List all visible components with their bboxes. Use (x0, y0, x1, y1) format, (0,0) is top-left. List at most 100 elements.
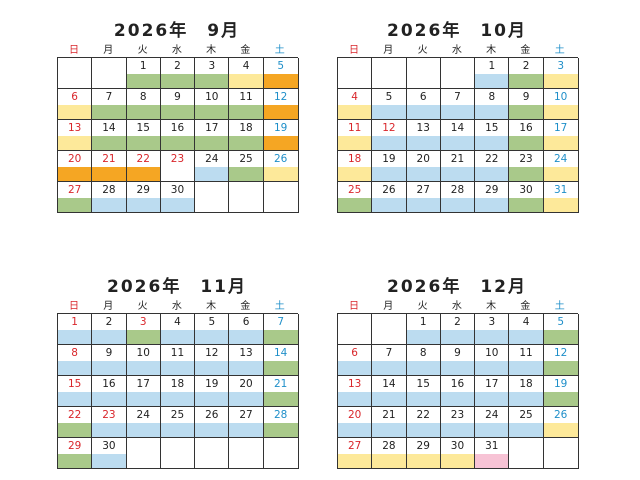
day-cell: 26 (263, 151, 299, 182)
schedule-strip (229, 136, 263, 150)
day-cell: 16 (509, 120, 544, 151)
day-cell: 4 (338, 89, 373, 120)
schedule-strip (126, 74, 160, 88)
day-cell: 17 (543, 120, 579, 151)
day-cell: 28 (372, 438, 407, 469)
day-cell: 3 (475, 314, 510, 345)
schedule-strip (440, 136, 475, 150)
schedule-strip (229, 167, 263, 181)
day-cell: 15 (406, 376, 441, 407)
schedule-strip (543, 105, 578, 119)
schedule-strip (509, 330, 543, 344)
day-number: 25 (239, 153, 253, 165)
day-cell: 27 (338, 438, 373, 469)
day-cell: 24 (543, 151, 579, 182)
day-cell: 27 (229, 407, 264, 438)
schedule-strip (58, 423, 92, 437)
day-cell: 7 (372, 345, 407, 376)
day-number: 30 (450, 440, 465, 452)
day-number: 3 (208, 60, 216, 72)
day-number: 23 (519, 153, 533, 165)
day-number: 28 (274, 409, 288, 421)
day-cell: 24 (475, 407, 510, 438)
day-cell: 24 (195, 151, 230, 182)
day-cell: 3 (195, 58, 230, 89)
day-number: 19 (205, 378, 219, 390)
day-number: 9 (454, 347, 461, 359)
schedule-strip (509, 361, 543, 375)
day-number: 21 (450, 153, 465, 165)
schedule-strip (160, 167, 195, 181)
day-number: 16 (519, 122, 533, 134)
day-cell: 23 (92, 407, 127, 438)
day-number: 17 (554, 122, 568, 134)
schedule-strip (126, 105, 160, 119)
day-number: 4 (242, 60, 250, 72)
day-cell: 5 (372, 89, 407, 120)
day-cell (338, 58, 373, 89)
day-number: 15 (67, 378, 82, 390)
schedule-strip (195, 361, 229, 375)
day-number: 30 (519, 184, 533, 196)
day-cell: 5 (195, 314, 230, 345)
day-cell: 11 (338, 120, 373, 151)
day-cell (160, 438, 196, 469)
day-number: 21 (274, 378, 288, 390)
day-cell: 17 (475, 376, 510, 407)
day-number: 23 (450, 409, 465, 421)
schedule-strip (195, 74, 229, 88)
day-cell: 14 (372, 376, 407, 407)
day-cell: 9 (509, 89, 544, 120)
weekday-label: 金 (520, 45, 531, 56)
schedule-strip (509, 198, 543, 212)
day-cell: 30 (92, 438, 127, 469)
day-number: 12 (205, 347, 219, 359)
day-number: 4 (351, 91, 358, 103)
day-number: 21 (102, 153, 116, 165)
schedule-strip (126, 136, 160, 150)
day-number: 16 (170, 122, 185, 134)
schedule-strip (338, 136, 372, 150)
day-cell (440, 58, 476, 89)
month-title: 2026年 9月 (113, 21, 241, 41)
schedule-strip (160, 423, 195, 437)
day-cell: 23 (440, 407, 476, 438)
schedule-strip (406, 330, 440, 344)
schedule-strip (543, 392, 578, 406)
day-number: 7 (385, 347, 393, 359)
schedule-strip (406, 361, 440, 375)
day-number: 1 (139, 60, 147, 72)
day-number: 19 (554, 378, 568, 390)
day-number: 14 (450, 122, 465, 134)
schedule-strip (263, 105, 298, 119)
day-number: 5 (385, 91, 393, 103)
schedule-strip (263, 330, 298, 344)
day-number: 12 (382, 122, 396, 134)
day-number: 29 (67, 440, 82, 452)
weekday-label: 水 (451, 45, 462, 56)
day-cell: 29 (126, 182, 161, 213)
day-cell: 31 (475, 438, 510, 469)
day-cell: 15 (126, 120, 161, 151)
day-cell: 1 (58, 314, 93, 345)
day-number: 5 (208, 316, 216, 328)
schedule-strip (58, 392, 92, 406)
schedule-strip (475, 423, 509, 437)
schedule-strip (195, 136, 229, 150)
day-cell: 12 (195, 345, 230, 376)
day-cell (195, 182, 230, 213)
day-cell: 16 (92, 376, 127, 407)
day-cell (92, 58, 127, 89)
schedule-strip (509, 74, 543, 88)
day-cell: 30 (509, 182, 544, 213)
day-cell: 18 (160, 376, 196, 407)
weekday-label: 土 (274, 45, 285, 56)
day-number: 28 (382, 440, 396, 452)
day-cell: 21 (92, 151, 127, 182)
day-number: 20 (416, 153, 430, 165)
day-cell: 22 (58, 407, 93, 438)
schedule-strip (92, 330, 126, 344)
day-number: 11 (519, 347, 533, 359)
day-cell: 6 (406, 89, 441, 120)
